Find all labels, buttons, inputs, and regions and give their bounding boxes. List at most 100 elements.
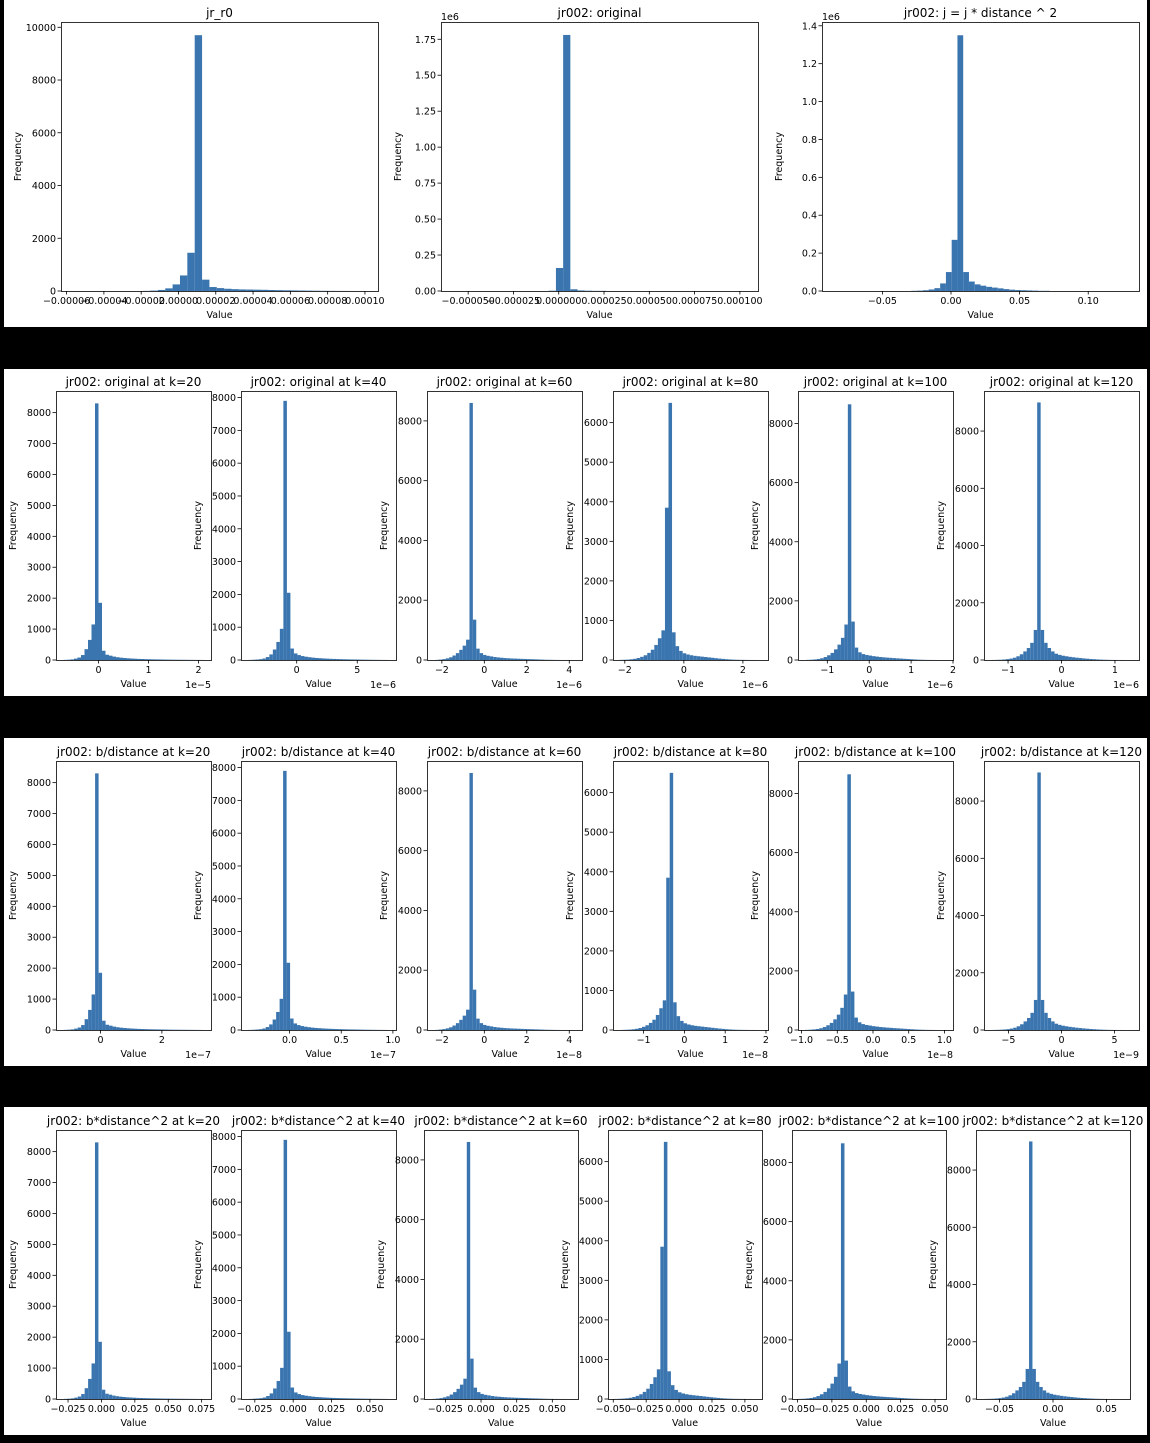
histogram-bar (452, 655, 456, 660)
histogram-bar (300, 656, 305, 660)
y-axis-label: Frequency (750, 871, 761, 920)
x-tick-label: 0.025 (887, 1404, 914, 1415)
histogram-bar (318, 1397, 322, 1399)
histogram-bar (1061, 655, 1065, 660)
histogram-bar (466, 1141, 471, 1399)
x-tick-label: 0.050 (356, 1404, 383, 1415)
histogram-chart: 0 1 2 0 1000 2000 3000 4000 5000 6000 7000 8000 jr00… (8, 375, 212, 691)
y-tick-label: 7000 (212, 1165, 236, 1176)
histogram-bar (653, 1377, 657, 1399)
y-tick-label: 1000 (212, 1362, 236, 1373)
histogram-bar (125, 1397, 130, 1399)
histogram-bar (98, 1341, 102, 1399)
histogram-bar (147, 659, 151, 660)
y-axis-label: Frequency (936, 501, 947, 550)
x-tick-label: 0 (97, 1035, 103, 1046)
y-tick-label: 2000 (212, 1329, 236, 1340)
y-tick-label: 1000 (27, 1364, 51, 1375)
histogram-bar (693, 1025, 698, 1030)
histogram-bar (321, 1397, 326, 1399)
histogram-bar (1075, 1027, 1079, 1030)
histogram-bar (246, 289, 254, 291)
histogram-bar (343, 659, 347, 660)
y-axis-label: Frequency (560, 1240, 571, 1289)
y-tick-label: 1.25 (415, 107, 436, 118)
histogram-bar (1001, 1397, 1006, 1399)
histogram-bar (854, 647, 859, 660)
histogram-bar (459, 1384, 464, 1399)
histogram-bar (88, 1378, 92, 1399)
histogram-bar (273, 1388, 277, 1399)
axes-frame (441, 22, 759, 292)
histogram-bar (455, 653, 460, 660)
histogram-bar (945, 272, 952, 291)
histogram-chart: −0.05 0.00 0.05 0 2000 4000 6000 8000 jr002: b*d… (928, 1114, 1143, 1429)
histogram-bar (304, 656, 308, 660)
y-tick-label: 1.0 (802, 97, 817, 108)
histogram-bar (301, 1395, 305, 1399)
histogram-bar (126, 658, 130, 660)
y-tick-label: 2000 (955, 598, 979, 609)
y-tick-label: 4000 (27, 1271, 51, 1282)
histogram-bar (858, 652, 862, 660)
histogram-bar (1019, 654, 1024, 660)
chart-title: jr002: original at k=40 (250, 375, 387, 389)
y-tick-label: 0 (416, 656, 422, 667)
histogram-bar (70, 1029, 75, 1030)
histogram-bar (108, 1394, 113, 1399)
histogram-bar (1033, 999, 1038, 1030)
histogram-bar (158, 659, 162, 660)
histogram-bar (1022, 1381, 1026, 1399)
y-tick-label: 3000 (212, 1296, 236, 1307)
histogram-bar (1047, 1017, 1052, 1030)
x-tick-label: −0.00006 (43, 296, 90, 307)
x-axis-label: Value (305, 679, 331, 690)
histogram-bar (112, 1026, 117, 1030)
x-tick-label: 4 (566, 665, 572, 676)
histogram-bar (1033, 629, 1038, 660)
histogram-bar (857, 1022, 862, 1030)
histogram-bar (555, 267, 564, 291)
y-tick-label: 3000 (584, 537, 608, 548)
y-tick-label: 0 (597, 1395, 603, 1406)
histogram-bar (1003, 289, 1010, 291)
x-tick-label: −5 (1001, 1035, 1015, 1046)
histogram-bar (452, 1025, 456, 1030)
histogram-bar (1044, 642, 1048, 660)
histogram-bar (837, 644, 841, 660)
histogram-bar (861, 1024, 865, 1030)
y-tick-label: 0 (965, 1395, 971, 1406)
histogram-bar (308, 1396, 312, 1399)
histogram-bar (77, 1396, 82, 1399)
y-tick-label: 6000 (27, 470, 51, 481)
histogram-bar (706, 1396, 710, 1399)
histogram-bar (900, 1398, 905, 1399)
histogram-bar (928, 289, 935, 291)
x-tick-label: −0.00004 (80, 296, 127, 307)
histogram-bar (331, 1028, 336, 1030)
histogram-bar (1092, 1029, 1096, 1030)
y-tick-label: 2000 (955, 968, 979, 979)
histogram-bar (700, 656, 704, 660)
histogram-bar (531, 1398, 536, 1399)
axes-frame (56, 1130, 212, 1400)
histogram-bar (885, 657, 890, 660)
histogram-bar (631, 1029, 636, 1030)
y-tick-label: 8000 (955, 427, 979, 438)
histogram-bar (667, 1371, 671, 1399)
histogram-bar (506, 1028, 511, 1030)
y-tick-label: 0 (973, 656, 979, 667)
histogram-bar (84, 649, 88, 660)
histogram-bar (721, 658, 726, 660)
histogram-bar (521, 1397, 525, 1399)
y-tick-label: 5000 (27, 871, 51, 882)
x-tick-label: 0.5 (901, 1035, 916, 1046)
histogram-bar (500, 1027, 504, 1030)
histogram-bar (720, 1398, 724, 1399)
y-tick-label: 6000 (398, 476, 422, 487)
histogram-bar (487, 1395, 491, 1399)
histogram-bar (1076, 1397, 1081, 1399)
x-tick-label: −0.000050 (442, 296, 495, 307)
histogram-bar (446, 1396, 450, 1399)
histogram-bar (290, 648, 294, 660)
